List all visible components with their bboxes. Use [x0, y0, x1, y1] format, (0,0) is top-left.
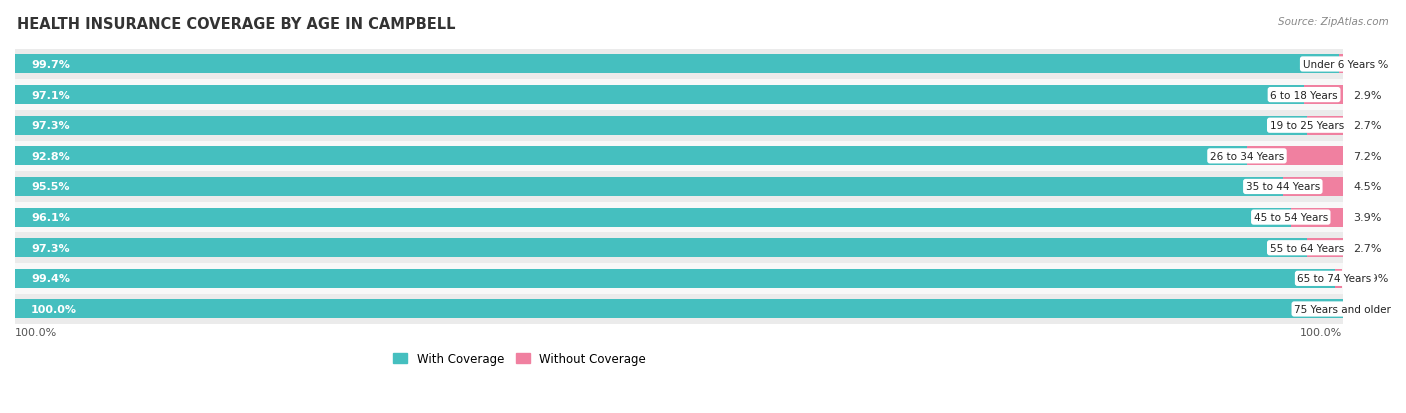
Text: 97.3%: 97.3% — [31, 243, 69, 253]
Bar — [15, 147, 1247, 166]
Bar — [15, 172, 1343, 202]
Text: 100.0%: 100.0% — [1301, 327, 1343, 337]
Bar — [15, 80, 1343, 111]
Text: 19 to 25 Years: 19 to 25 Years — [1270, 121, 1344, 131]
Text: 65 to 74 Years: 65 to 74 Years — [1298, 274, 1372, 284]
Text: 100.0%: 100.0% — [31, 304, 77, 314]
Text: 95.5%: 95.5% — [31, 182, 69, 192]
Text: 99.7%: 99.7% — [31, 60, 70, 70]
Bar — [1247, 147, 1343, 166]
Legend: With Coverage, Without Coverage: With Coverage, Without Coverage — [388, 348, 651, 370]
Text: 75 Years and older: 75 Years and older — [1294, 304, 1391, 314]
Text: 2.7%: 2.7% — [1353, 121, 1382, 131]
Text: 100.0%: 100.0% — [15, 327, 58, 337]
Bar — [1282, 178, 1343, 197]
Bar — [15, 208, 1291, 227]
Text: 6 to 18 Years: 6 to 18 Years — [1270, 90, 1339, 100]
Text: 96.1%: 96.1% — [31, 213, 70, 223]
Bar — [15, 233, 1343, 263]
Text: 4.5%: 4.5% — [1353, 182, 1382, 192]
Text: 0.34%: 0.34% — [1354, 60, 1389, 70]
Bar — [1306, 116, 1343, 135]
Bar — [15, 86, 1303, 105]
Bar — [15, 55, 1339, 74]
Text: 2.7%: 2.7% — [1353, 243, 1382, 253]
Bar — [15, 111, 1343, 141]
Bar — [1303, 86, 1343, 105]
Text: 2.9%: 2.9% — [1353, 90, 1382, 100]
Text: 0.0%: 0.0% — [1353, 304, 1382, 314]
Text: 3.9%: 3.9% — [1353, 213, 1382, 223]
Text: 55 to 64 Years: 55 to 64 Years — [1270, 243, 1344, 253]
Text: 0.59%: 0.59% — [1353, 274, 1389, 284]
Text: Under 6 Years: Under 6 Years — [1302, 60, 1375, 70]
Text: Source: ZipAtlas.com: Source: ZipAtlas.com — [1278, 17, 1389, 26]
Bar — [15, 141, 1343, 172]
Bar — [15, 116, 1306, 135]
Bar — [15, 178, 1282, 197]
Bar — [15, 263, 1343, 294]
Text: 97.1%: 97.1% — [31, 90, 70, 100]
Text: 99.4%: 99.4% — [31, 274, 70, 284]
Bar — [15, 202, 1343, 233]
Bar — [1334, 269, 1343, 288]
Bar — [15, 269, 1334, 288]
Bar — [15, 300, 1343, 319]
Bar — [15, 239, 1306, 258]
Bar — [15, 294, 1343, 325]
Bar — [1306, 239, 1343, 258]
Bar — [15, 50, 1343, 80]
Text: 7.2%: 7.2% — [1353, 152, 1382, 161]
Text: 45 to 54 Years: 45 to 54 Years — [1254, 213, 1327, 223]
Bar — [1291, 208, 1343, 227]
Text: 92.8%: 92.8% — [31, 152, 70, 161]
Bar — [1339, 55, 1343, 74]
Text: 97.3%: 97.3% — [31, 121, 69, 131]
Text: 26 to 34 Years: 26 to 34 Years — [1209, 152, 1284, 161]
Text: 35 to 44 Years: 35 to 44 Years — [1246, 182, 1320, 192]
Text: HEALTH INSURANCE COVERAGE BY AGE IN CAMPBELL: HEALTH INSURANCE COVERAGE BY AGE IN CAMP… — [17, 17, 456, 31]
